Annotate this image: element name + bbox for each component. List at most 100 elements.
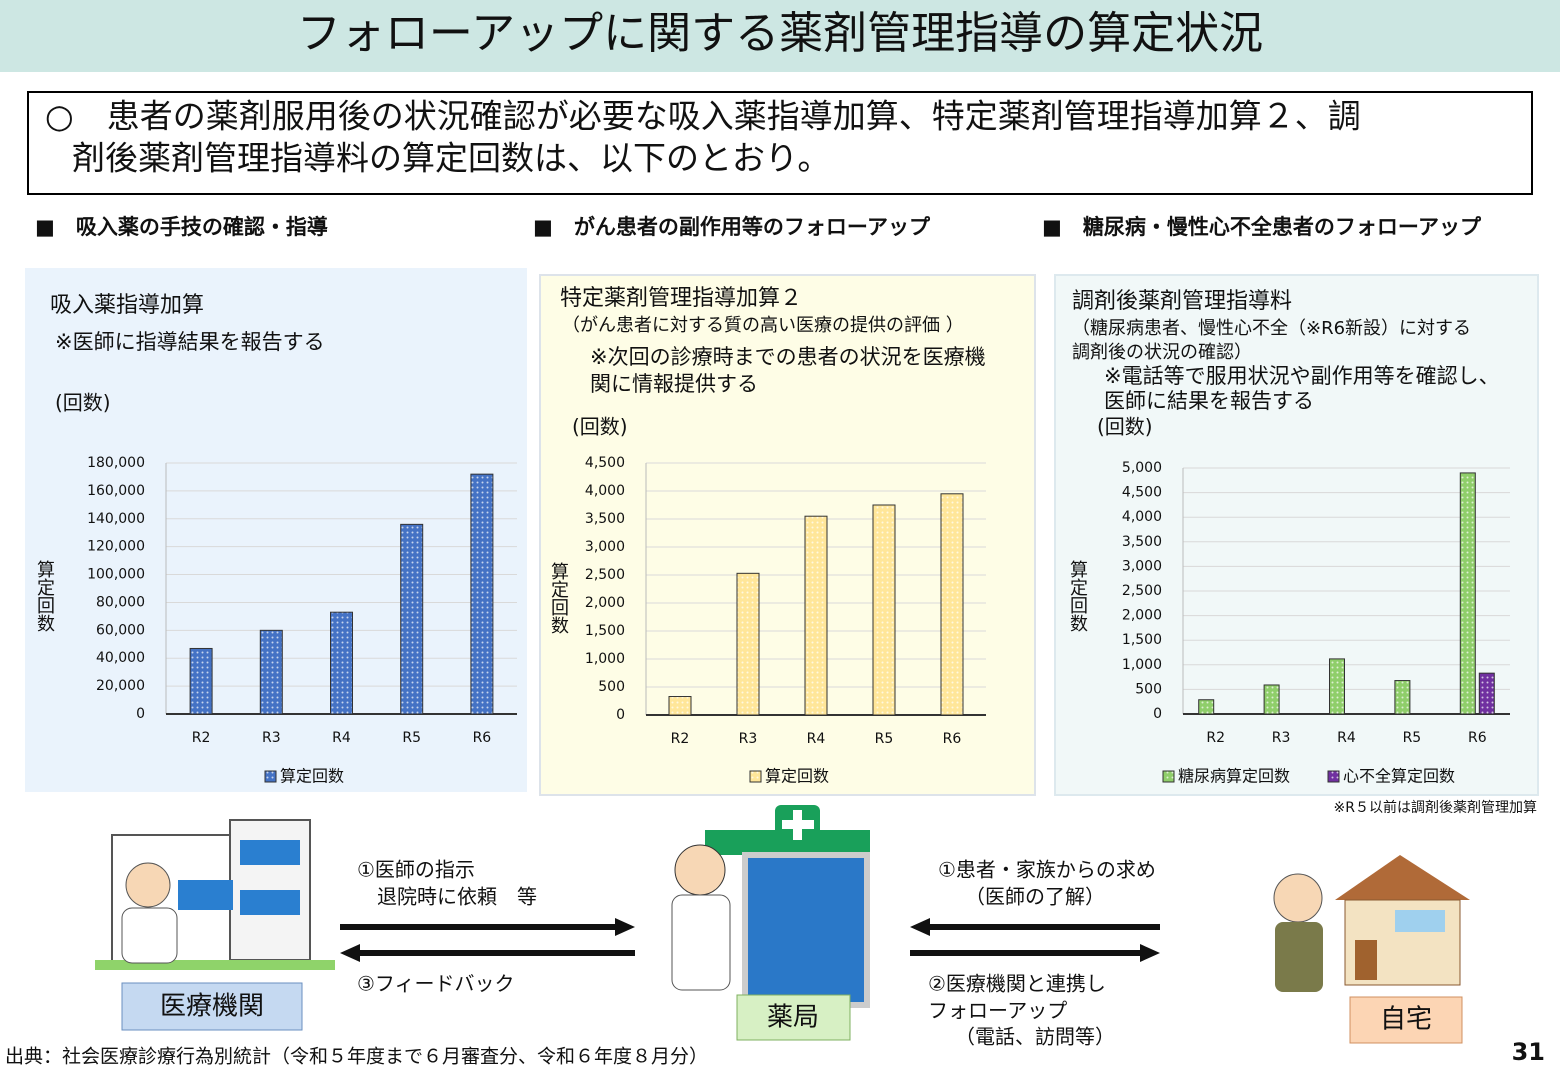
slide-title: フォローアップに関する薬剤管理指導の算定状況 — [297, 8, 1263, 59]
annotation: ※次回の診療時までの患者の状況を医療機 — [590, 345, 986, 369]
bar — [1263, 684, 1280, 715]
annotation: ※R５以前は調剤後薬剤管理加算 — [1334, 799, 1537, 816]
summary-box — [27, 91, 1533, 195]
bar — [470, 473, 494, 715]
bar — [1478, 672, 1495, 715]
x-tick-label: R3 — [1272, 730, 1291, 746]
bar — [1329, 658, 1345, 715]
arrow-label: ③フィードバック — [357, 972, 515, 996]
section-heading: ■ 吸入薬の手技の確認・指導 — [35, 215, 328, 239]
chart-title: 調剤後薬剤管理指導料 — [1072, 289, 1292, 314]
y-tick-label: 160,000 — [87, 483, 145, 499]
x-tick-label: R2 — [671, 731, 690, 747]
arrows — [340, 918, 1160, 962]
bar — [1459, 472, 1476, 715]
y-tick-label: 2,000 — [1122, 608, 1162, 624]
y-tick-label: 3,000 — [1122, 558, 1162, 574]
bar — [330, 611, 353, 715]
legend-label: 糖尿病算定回数 — [1178, 767, 1290, 786]
section-heading: ■ がん患者の副作用等のフォローアップ — [533, 215, 931, 239]
y-tick-label: 20,000 — [96, 678, 145, 694]
y-tick-label: 1,500 — [1122, 632, 1162, 648]
legend-swatch — [1327, 770, 1340, 783]
source: 出典：社会医療診療行為別統計（令和５年度まで６月審査分、令和６年度８月分） — [5, 1046, 708, 1068]
x-tick-label: R3 — [262, 730, 281, 746]
node-box — [736, 994, 851, 1041]
annotation: （がん患者に対する質の高い医療の提供の評価 ） — [562, 315, 964, 336]
x-tick-label: R2 — [192, 730, 211, 746]
hospital-illustration — [95, 819, 335, 970]
x-tick-label: R3 — [739, 731, 758, 747]
y-unit: (回数) — [1097, 415, 1153, 439]
y-tick-label: 5,000 — [1122, 460, 1162, 476]
y-tick-label: 2,500 — [585, 567, 625, 583]
y-tick-label: 60,000 — [96, 622, 145, 638]
arrow-label: 退院時に依頼 等 — [377, 885, 537, 909]
bar — [736, 572, 760, 716]
y-tick-label: 500 — [598, 679, 625, 695]
arrow-label: （医師の了解） — [965, 885, 1105, 909]
y-tick-label: 1,000 — [1122, 657, 1162, 673]
node-box — [121, 982, 303, 1031]
node-label: 薬局 — [767, 1003, 819, 1033]
y-axis-label: 算定回数 — [1067, 560, 1088, 632]
summary-line: ○ 患者の薬剤服用後の状況確認が必要な吸入薬指導加算、特定薬剤管理指導加算２、調 — [45, 97, 1361, 136]
annotation: 関に情報提供する — [590, 372, 758, 396]
legend-label: 心不全算定回数 — [1343, 767, 1455, 786]
y-unit: (回数) — [572, 415, 628, 439]
y-tick-label: 2,500 — [1122, 583, 1162, 599]
y-tick-label: 120,000 — [87, 539, 145, 555]
title-bar — [0, 0, 1560, 72]
annotation: 医師に結果を報告する — [1104, 389, 1314, 413]
bar — [400, 523, 424, 715]
node-label: 自宅 — [1380, 1005, 1432, 1035]
annotation: ※医師に指導結果を報告する — [55, 330, 325, 354]
x-tick-label: R4 — [332, 730, 351, 746]
legend-label: 算定回数 — [765, 767, 829, 786]
x-tick-label: R6 — [943, 731, 962, 747]
y-tick-label: 4,000 — [1122, 509, 1162, 525]
bar — [1394, 680, 1411, 715]
bar — [940, 493, 964, 716]
annotation: ※電話等で服用状況や副作用等を確認し、 — [1104, 364, 1500, 388]
y-tick-label: 80,000 — [96, 594, 145, 610]
legend-swatch — [749, 770, 762, 783]
arrow-label: ①医師の指示 — [357, 858, 475, 882]
chart-title: 特定薬剤管理指導加算２ — [560, 286, 802, 311]
home-illustration — [1273, 855, 1470, 992]
y-unit: (回数) — [55, 391, 111, 415]
x-tick-label: R6 — [1468, 730, 1487, 746]
node-box — [1349, 996, 1463, 1044]
annotation: 調剤後の状況の確認） — [1072, 342, 1252, 363]
arrow-label: フォローアップ — [928, 999, 1067, 1023]
annotation: （糖尿病患者、慢性心不全（※R6新設）に対する — [1072, 318, 1471, 339]
y-tick-label: 0 — [1153, 706, 1162, 722]
y-tick-label: 3,000 — [585, 539, 625, 555]
chart-title: 吸入薬指導加算 — [50, 293, 204, 318]
page-number: 31 — [1512, 1038, 1545, 1066]
arrow-label: （電話、訪問等） — [955, 1025, 1115, 1049]
pharmacy-illustration — [671, 805, 870, 1008]
legend-label: 算定回数 — [280, 767, 344, 786]
section-heading: ■ 糖尿病・慢性心不全患者のフォローアップ — [1042, 215, 1482, 239]
bar — [804, 515, 828, 716]
y-tick-label: 4,500 — [585, 455, 625, 471]
node-label: 医療機関 — [160, 992, 264, 1022]
x-tick-label: R4 — [807, 731, 826, 747]
arrow-label: ①患者・家族からの求め — [938, 858, 1156, 882]
x-tick-label: R5 — [875, 731, 894, 747]
legend-swatch — [1162, 770, 1175, 783]
y-tick-label: 1,500 — [585, 623, 625, 639]
bar — [668, 696, 692, 716]
legend-swatch — [264, 770, 277, 783]
x-tick-label: R6 — [473, 730, 492, 746]
y-tick-label: 0 — [136, 706, 145, 722]
y-tick-label: 500 — [1135, 681, 1162, 697]
y-tick-label: 3,500 — [1122, 534, 1162, 550]
y-tick-label: 4,500 — [1122, 485, 1162, 501]
arrow-label: ②医療機関と連携し — [928, 972, 1106, 996]
x-tick-label: R5 — [402, 730, 421, 746]
y-tick-label: 100,000 — [87, 567, 145, 583]
bar — [189, 647, 213, 715]
